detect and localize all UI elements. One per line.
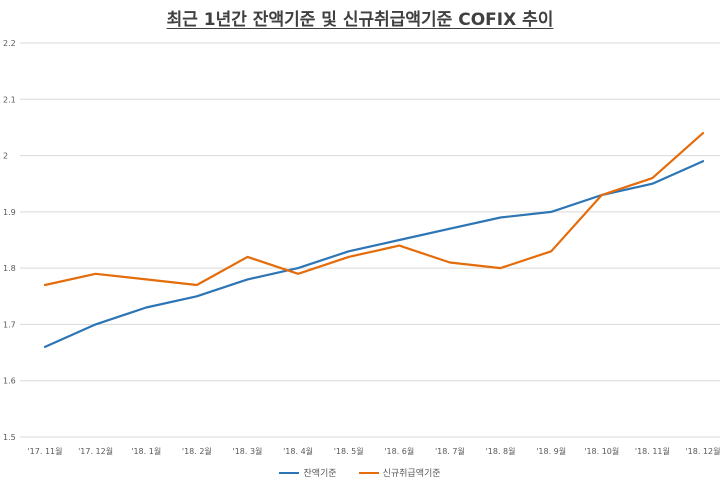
- legend-item-new: 신규취급액기준: [358, 466, 441, 479]
- legend: 잔액기준 신규취급액기준: [0, 466, 720, 479]
- series-line-1: [43, 132, 705, 287]
- y-tick-label: 2.2: [3, 39, 16, 48]
- x-tick-label: '18. 11월: [635, 446, 670, 456]
- x-tick-label: '18. 9월: [536, 446, 566, 456]
- x-axis: '17. 11월 '17. 12월 '18. 1월 '18. 2월 '18. 3월 '18…: [27, 446, 720, 456]
- x-tick-label: '18. 12월: [685, 446, 720, 456]
- y-tick-label: 2.1: [3, 95, 16, 104]
- legend-item-balance: 잔액기준: [279, 466, 337, 479]
- legend-label-balance: 잔액기준: [303, 469, 337, 479]
- x-tick-label: '18. 2월: [182, 446, 212, 456]
- x-tick-label: '18. 10월: [584, 446, 619, 456]
- legend-swatch-balance: [279, 471, 300, 474]
- chart-title: 최근 1년간 잔액기준 및 신규취급액기준 COFIX 추이: [166, 10, 554, 30]
- x-tick-label: '17. 11월: [27, 446, 62, 456]
- x-tick-label: '18. 5월: [334, 446, 364, 456]
- y-tick-label: 1.8: [3, 264, 16, 273]
- x-tick-label: '18. 4월: [283, 446, 313, 456]
- y-tick-label: 1.6: [3, 377, 16, 386]
- series-lines: [43, 132, 705, 348]
- legend-label-new: 신규취급액기준: [382, 469, 441, 479]
- legend-swatch-new: [358, 471, 379, 474]
- gridlines: [20, 42, 720, 438]
- y-tick-label: 1.7: [3, 320, 16, 329]
- series-line-0: [43, 160, 705, 348]
- y-tick-label: 1.5: [3, 433, 16, 442]
- x-tick-label: '18. 8월: [486, 446, 516, 456]
- x-tick-label: '17. 12월: [78, 446, 113, 456]
- x-tick-label: '18. 1월: [131, 446, 161, 456]
- x-tick-label: '18. 3월: [233, 446, 263, 456]
- y-tick-label: 1.9: [3, 208, 16, 217]
- y-axis: 1.5 1.6 1.7 1.8 1.9 2 2.1 2.2: [3, 39, 16, 442]
- y-tick-label: 2: [3, 152, 8, 161]
- x-tick-label: '18. 6월: [384, 446, 414, 456]
- x-tick-label: '18. 7월: [435, 446, 465, 456]
